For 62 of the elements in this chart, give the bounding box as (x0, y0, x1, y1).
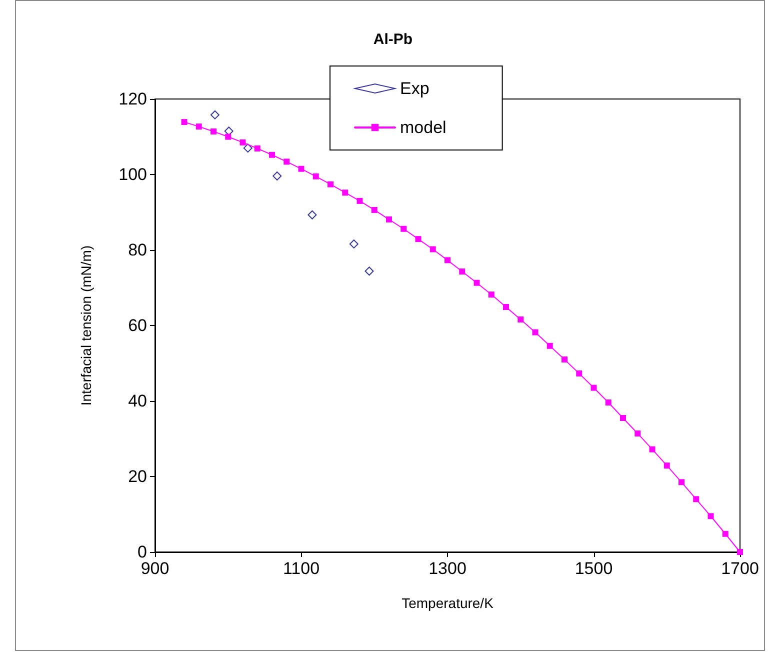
point (649, 446, 656, 452)
point (210, 110, 220, 120)
point (634, 430, 641, 436)
point (400, 226, 407, 232)
legend-label: Exp (400, 79, 430, 98)
x-tick-label: 1500 (574, 559, 613, 578)
point (349, 239, 358, 248)
point (708, 513, 714, 520)
point (298, 166, 304, 172)
point (693, 496, 700, 502)
y-tick-label: 100 (118, 165, 147, 184)
point (430, 246, 436, 252)
point (605, 400, 612, 406)
point (444, 257, 450, 264)
x-axis-title: Temperature/K (402, 595, 494, 611)
legend-label: model (400, 118, 446, 137)
x-tick-label: 900 (140, 559, 170, 578)
point (356, 198, 363, 204)
point (284, 158, 290, 165)
point (620, 414, 626, 421)
point (328, 181, 334, 188)
point (518, 316, 524, 322)
point (240, 139, 246, 146)
point (459, 268, 466, 275)
point (546, 342, 553, 349)
y-tick-label: 80 (128, 240, 147, 260)
point (254, 145, 260, 152)
point (308, 210, 317, 220)
point (415, 236, 422, 242)
y-tick-label: 120 (118, 90, 147, 108)
point (722, 530, 728, 537)
point (532, 329, 538, 336)
point (181, 119, 188, 126)
point (503, 304, 509, 310)
point (576, 370, 582, 376)
point (210, 128, 216, 134)
y-axis-title: Interfacial tension (mN/m) (78, 245, 94, 406)
x-tick-label: 1100 (282, 559, 320, 578)
chart-title: Al-Pb (373, 31, 413, 48)
point (664, 462, 670, 469)
x-tick-label: 1700 (721, 559, 759, 578)
point (243, 144, 252, 153)
point (342, 190, 348, 196)
point (364, 266, 374, 276)
point (474, 280, 480, 286)
y-tick-label: 20 (128, 467, 147, 486)
point (225, 134, 232, 140)
point (269, 152, 275, 158)
point (371, 206, 378, 213)
point (196, 124, 202, 130)
point (737, 549, 743, 555)
point (386, 216, 392, 222)
point (562, 356, 568, 362)
y-tick-label: 40 (128, 392, 147, 410)
point (678, 479, 684, 486)
y-tick-label: 0 (138, 542, 147, 562)
y-tick-label: 60 (128, 316, 147, 335)
point (488, 292, 494, 298)
point (590, 384, 597, 391)
point (272, 172, 282, 181)
x-tick-label: 1300 (428, 559, 466, 578)
point (312, 173, 319, 180)
